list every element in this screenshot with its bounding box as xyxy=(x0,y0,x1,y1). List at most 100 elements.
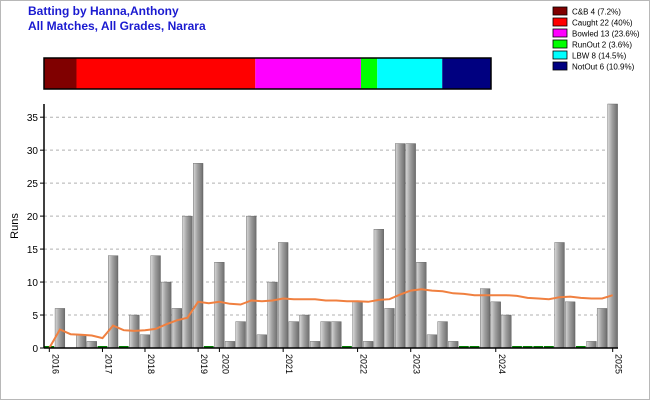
innings-bar xyxy=(224,341,236,349)
legend-swatch xyxy=(552,17,568,27)
y-tick-label: 0 xyxy=(32,344,38,355)
innings-bar xyxy=(607,103,618,349)
x-year-label: 2024 xyxy=(497,354,507,374)
innings-bar xyxy=(352,301,363,349)
innings-bar xyxy=(331,321,342,349)
y-tick-label: 20 xyxy=(27,212,39,223)
innings-bar xyxy=(416,262,427,349)
innings-bar xyxy=(278,242,289,349)
dismissal-bar-border xyxy=(43,57,492,90)
legend-label: RunOut 2 (3.6%) xyxy=(572,41,632,50)
not-out-marker xyxy=(512,346,522,348)
x-year-label: 2019 xyxy=(199,354,209,374)
innings-bar xyxy=(139,334,151,349)
innings-bar xyxy=(214,262,225,349)
y-tick-label: 10 xyxy=(27,278,39,289)
dismissal-segment xyxy=(442,58,491,89)
innings-bar xyxy=(193,163,204,349)
innings-bar xyxy=(384,308,395,349)
dismissal-segment xyxy=(377,58,443,89)
x-year-label: 2021 xyxy=(284,354,294,374)
innings-bar xyxy=(86,341,97,349)
dismissal-bar xyxy=(43,57,492,90)
x-year-label: 2022 xyxy=(359,354,369,374)
innings-bar xyxy=(586,341,597,349)
x-year-label: 2016 xyxy=(50,354,60,374)
average-line xyxy=(48,288,613,349)
legend-label: Bowled 13 (23.6%) xyxy=(572,30,640,39)
innings-bar xyxy=(161,281,172,349)
not-out-marker xyxy=(544,346,554,348)
not-out-marker xyxy=(97,346,108,348)
not-out-marker xyxy=(533,346,544,348)
not-out-marker xyxy=(575,346,586,348)
legend-label: LBW 8 (14.5%) xyxy=(572,52,627,61)
innings-bar xyxy=(554,242,565,349)
dismissal-segment xyxy=(255,58,361,89)
innings-bar xyxy=(108,255,119,349)
innings-bar xyxy=(54,308,66,349)
innings-bar xyxy=(437,321,448,349)
innings-bar xyxy=(501,314,512,349)
x-year-label: 2025 xyxy=(614,354,624,374)
innings-bar xyxy=(373,229,384,349)
average-line-group xyxy=(48,288,613,349)
innings-bar xyxy=(426,334,438,349)
innings-bar xyxy=(171,308,182,349)
not-out-marker xyxy=(118,346,129,348)
innings-bar xyxy=(395,143,406,349)
innings-bar xyxy=(320,321,331,349)
innings-bar xyxy=(182,215,193,349)
innings-bar xyxy=(480,288,491,349)
y-tick-label: 30 xyxy=(27,146,39,157)
not-out-marker xyxy=(203,346,214,348)
not-out-marker xyxy=(522,346,533,348)
innings-bar xyxy=(267,281,278,349)
y-axis-label: Runs xyxy=(9,213,21,239)
innings-bar xyxy=(405,143,416,349)
innings-bar xyxy=(299,314,310,349)
innings-bar xyxy=(490,301,501,349)
innings-bar xyxy=(246,215,257,349)
legend-swatch xyxy=(552,6,568,16)
legend: C&B 4 (7.2%) Caught 22 (40%) Bowled 13 (23… xyxy=(552,6,640,72)
innings-bar xyxy=(448,341,459,349)
legend-label: Caught 22 (40%) xyxy=(572,19,633,28)
legend-swatch xyxy=(552,39,568,49)
y-tick-label: 15 xyxy=(27,245,39,256)
dismissal-segment xyxy=(76,58,256,89)
y-tick-label: 5 xyxy=(32,311,38,322)
chart-subtitle: All Matches, All Grades, Narara xyxy=(28,19,206,33)
innings-bar xyxy=(288,321,299,349)
x-year-label: 2023 xyxy=(412,354,422,374)
legend-swatch xyxy=(552,28,568,38)
dismissal-segment xyxy=(360,58,378,89)
y-tick-label: 25 xyxy=(27,179,39,190)
innings-bar xyxy=(565,301,576,349)
not-out-marker xyxy=(458,346,469,348)
innings-bar xyxy=(150,255,161,349)
chart-title: Batting by Hanna,Anthony xyxy=(28,4,179,18)
innings-bar xyxy=(596,308,608,349)
bars xyxy=(44,103,618,349)
legend-swatch xyxy=(552,50,568,60)
legend-label: C&B 4 (7.2%) xyxy=(572,8,621,17)
legend-label: NotOut 6 (10.9%) xyxy=(572,63,635,72)
innings-bar xyxy=(363,341,374,349)
grid-lines xyxy=(44,116,618,316)
legend-swatch xyxy=(552,61,568,71)
y-tick-label: 35 xyxy=(27,113,39,124)
innings-bar xyxy=(76,334,87,349)
innings-bar xyxy=(256,334,267,349)
innings-bar xyxy=(235,321,246,349)
x-year-label: 2020 xyxy=(220,354,230,374)
x-year-label: 2017 xyxy=(103,354,113,374)
x-year-label: 2018 xyxy=(146,354,156,374)
not-out-marker xyxy=(469,346,480,348)
dismissal-segment xyxy=(44,58,77,89)
not-out-marker xyxy=(342,346,352,348)
innings-bar xyxy=(309,341,321,349)
